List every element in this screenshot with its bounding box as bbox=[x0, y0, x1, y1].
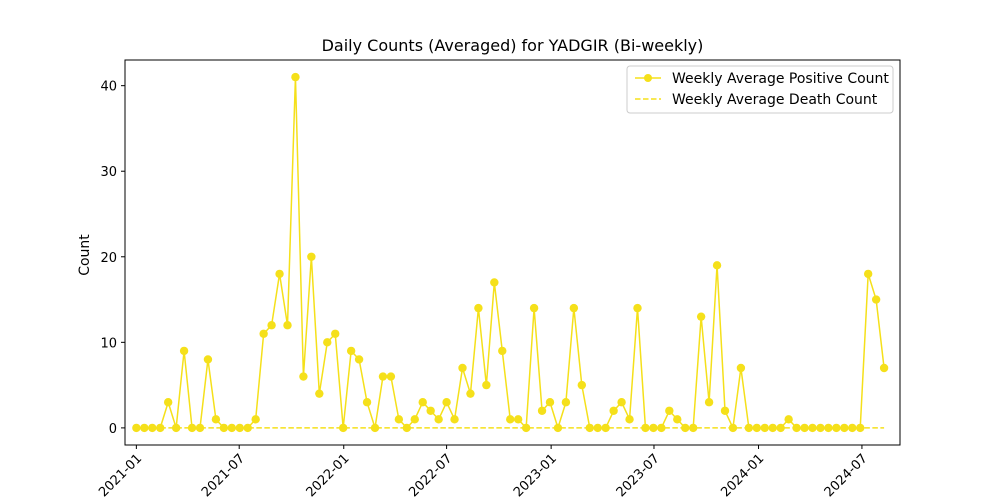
positive-count-point bbox=[378, 372, 388, 381]
x-tick-label: 2024-07 bbox=[822, 451, 871, 500]
positive-count-point bbox=[315, 389, 324, 398]
positive-count-point bbox=[712, 261, 722, 270]
x-tick-label: 2021-07 bbox=[199, 451, 248, 500]
positive-count-point bbox=[171, 423, 181, 433]
positive-count-point bbox=[235, 423, 244, 433]
positive-count-point bbox=[458, 363, 467, 373]
positive-count-point bbox=[219, 423, 229, 433]
y-tick-label: 0 bbox=[109, 422, 117, 437]
chart-title: Daily Counts (Averaged) for YADGIR (Bi-w… bbox=[322, 36, 704, 55]
legend: Weekly Average Positive Count Weekly Ave… bbox=[626, 65, 894, 114]
positive-count-point bbox=[291, 72, 300, 82]
positive-count-point bbox=[307, 252, 316, 261]
positive-count-point bbox=[283, 321, 292, 330]
positive-count-point bbox=[140, 423, 149, 433]
positive-count-point bbox=[704, 398, 714, 407]
x-tick-label: 2023-01 bbox=[511, 451, 560, 500]
legend-positive-swatch-marker bbox=[644, 74, 652, 82]
positive-count-point bbox=[633, 303, 642, 313]
positive-count-line bbox=[136, 76, 885, 429]
x-tick-label: 2022-07 bbox=[406, 451, 455, 500]
positive-count-point bbox=[338, 423, 348, 433]
positive-count-point bbox=[482, 380, 491, 390]
positive-count-point bbox=[179, 346, 189, 356]
y-axis-label: Count bbox=[77, 234, 93, 276]
positive-count-point bbox=[561, 398, 571, 407]
positive-count-point bbox=[370, 423, 380, 433]
positive-count-point bbox=[617, 398, 626, 407]
positive-count-point bbox=[259, 329, 268, 338]
positive-count-point bbox=[521, 423, 531, 433]
positive-count-point bbox=[211, 415, 221, 424]
positive-count-point bbox=[187, 423, 197, 433]
positive-count-point bbox=[299, 372, 308, 381]
positive-count-point bbox=[577, 380, 587, 390]
positive-count-point bbox=[784, 415, 793, 424]
positive-count-point bbox=[553, 423, 563, 433]
positive-count-point bbox=[362, 398, 372, 407]
positive-count-point bbox=[243, 423, 252, 433]
positive-count-point bbox=[275, 269, 284, 279]
y-axis: 0 10 20 30 40 bbox=[100, 80, 125, 437]
positive-count-point bbox=[696, 312, 706, 321]
positive-count-point bbox=[195, 423, 205, 433]
positive-count-point bbox=[673, 415, 682, 424]
positive-count-point bbox=[665, 406, 674, 415]
positive-count-point bbox=[346, 346, 356, 356]
positive-count-point bbox=[871, 295, 881, 304]
plot-frame bbox=[124, 59, 901, 446]
x-tick-label: 2023-07 bbox=[614, 451, 663, 500]
x-tick-label: 2022-01 bbox=[304, 451, 353, 500]
positive-count-point bbox=[394, 415, 404, 424]
positive-count-point bbox=[410, 415, 419, 424]
positive-count-point bbox=[569, 303, 579, 313]
y-tick-label: 40 bbox=[100, 80, 117, 95]
positive-count-point bbox=[625, 415, 634, 424]
positive-count-point bbox=[720, 406, 730, 415]
positive-count-point bbox=[513, 415, 523, 424]
x-tick-label: 2021-01 bbox=[96, 451, 145, 500]
plot-area bbox=[132, 72, 889, 433]
positive-count-point bbox=[609, 406, 618, 415]
positive-count-point bbox=[386, 372, 396, 381]
positive-count-point bbox=[251, 415, 260, 424]
positive-count-point bbox=[434, 415, 443, 424]
positive-count-point bbox=[156, 423, 165, 433]
legend-death-label: Weekly Average Death Count bbox=[672, 92, 878, 108]
positive-count-point bbox=[442, 398, 451, 407]
positive-count-point bbox=[529, 303, 539, 313]
positive-count-point bbox=[323, 338, 332, 347]
positive-count-point bbox=[402, 423, 412, 433]
x-tick-label: 2024-01 bbox=[718, 451, 767, 500]
positive-count-point bbox=[537, 406, 547, 415]
positive-count-point bbox=[466, 389, 475, 398]
x-axis: 2021-01 2021-07 2022-01 2022-07 2023-01 2023-… bbox=[96, 445, 871, 500]
positive-count-point bbox=[148, 423, 157, 433]
legend-frame bbox=[626, 65, 894, 114]
positive-count-point bbox=[450, 415, 459, 424]
positive-count-point bbox=[490, 278, 499, 287]
positive-count-point bbox=[498, 346, 507, 356]
positive-count-point bbox=[545, 398, 555, 407]
positive-count-point bbox=[863, 269, 873, 279]
positive-count-point bbox=[354, 355, 364, 364]
positive-count-point bbox=[267, 321, 276, 330]
positive-count-point bbox=[506, 415, 515, 424]
positive-count-point bbox=[227, 423, 237, 433]
positive-count-point bbox=[163, 398, 173, 407]
y-tick-label: 20 bbox=[100, 251, 117, 266]
positive-count-point bbox=[203, 355, 213, 364]
y-tick-label: 10 bbox=[100, 336, 117, 351]
legend-positive-label: Weekly Average Positive Count bbox=[672, 71, 889, 87]
positive-count-point bbox=[736, 363, 746, 373]
positive-count-point bbox=[331, 329, 340, 338]
positive-count-point bbox=[879, 363, 889, 373]
positive-count-point bbox=[474, 303, 483, 313]
positive-count-point bbox=[426, 406, 435, 415]
positive-count-point bbox=[418, 398, 427, 407]
y-tick-label: 30 bbox=[100, 165, 117, 180]
